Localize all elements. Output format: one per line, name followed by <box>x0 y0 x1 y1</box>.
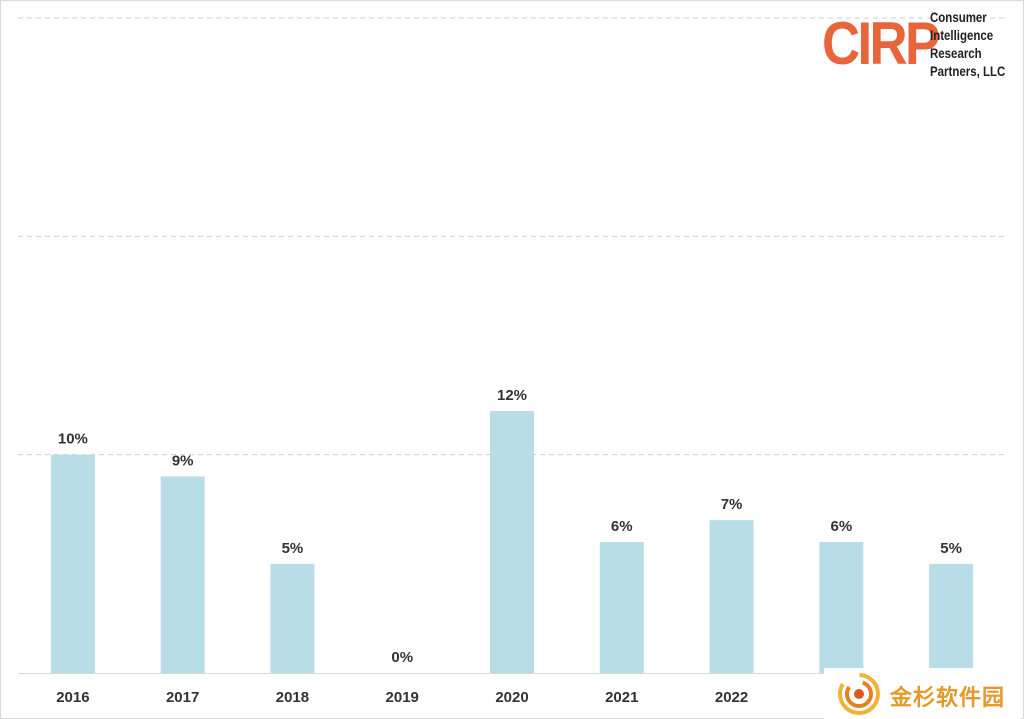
value-label: 7% <box>721 496 743 513</box>
logo-line: Research <box>930 45 982 61</box>
bar-2016 <box>50 454 95 673</box>
bar-2024 <box>929 563 974 673</box>
bar-2018 <box>270 563 315 673</box>
x-tick-label: 2016 <box>56 689 89 706</box>
x-tick-label: 2021 <box>605 689 638 706</box>
x-tick-label: 2018 <box>276 689 309 706</box>
x-tick-label: 2017 <box>166 689 199 706</box>
swirl-logo-icon <box>838 673 880 715</box>
logo-line: Intelligence <box>930 27 994 43</box>
watermark: 金杉软件园 <box>824 668 1020 719</box>
bar-2017 <box>160 476 205 673</box>
cirp-logo: CIRP Consumer Intelligence Research Part… <box>822 6 1018 82</box>
value-label: 10% <box>58 431 88 448</box>
x-tick-label: 2022 <box>715 689 748 706</box>
value-label: 9% <box>172 453 194 470</box>
value-label: 5% <box>282 540 304 557</box>
x-tick-label: 2019 <box>386 689 419 706</box>
x-tick-label: 2020 <box>495 689 528 706</box>
bar-2022 <box>709 520 754 673</box>
watermark-text: 金杉软件园 <box>890 686 1006 711</box>
logo-mark: CIRP <box>822 10 940 77</box>
logo-line: Consumer <box>930 9 987 25</box>
value-label: 6% <box>830 518 852 535</box>
logo-line: Partners, LLC <box>930 63 1006 79</box>
value-label: 0% <box>391 649 413 666</box>
value-label: 12% <box>497 387 527 404</box>
value-label: 5% <box>940 540 962 557</box>
bar-2021 <box>599 542 644 673</box>
value-label: 6% <box>611 518 633 535</box>
bar-2023 <box>819 542 864 673</box>
bar-2020 <box>490 411 534 673</box>
logo-company-name: Consumer Intelligence Research Partners,… <box>930 8 1009 80</box>
